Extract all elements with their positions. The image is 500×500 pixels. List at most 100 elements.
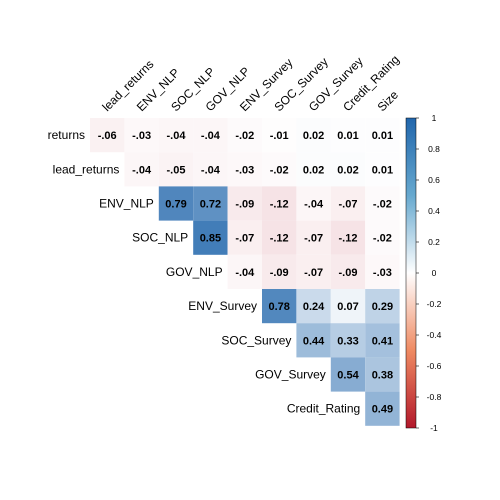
heatmap-cell-r0-c8	[365, 118, 400, 153]
heatmap-cell-r2-c5	[262, 186, 297, 221]
heatmap-cell-r2-c3	[193, 186, 228, 221]
row-label-2: ENV_NLP	[99, 197, 154, 211]
cell-value-r6-c8: 0.41	[372, 335, 393, 347]
cell-value-r2-c5: -.12	[270, 199, 289, 211]
cell-value-r3-c4: -.07	[235, 233, 254, 245]
heatmap-cell-r4-c7	[330, 254, 366, 289]
cell-value-r4-c4: -.04	[235, 267, 255, 279]
cell-value-r5-c5: 0.78	[268, 301, 289, 313]
heatmap-cell-r1-c7	[330, 152, 366, 187]
cell-value-r5-c6: 0.24	[303, 301, 325, 313]
heatmap-cell-r0-c4	[227, 118, 262, 153]
cell-value-r0-c2: -.04	[167, 130, 187, 142]
cell-value-r4-c5: -.09	[270, 267, 289, 279]
cell-value-r2-c6: -.04	[304, 199, 324, 211]
colorbar-tick-label: 1	[432, 113, 437, 123]
colorbar-legend: 1 0.8 0.6 0.4 0.2 0 -0.2 -0.4 -0.6 -0.8 -1	[405, 113, 442, 433]
heatmap-cell-r0-c5	[262, 118, 297, 153]
cell-value-r4-c8: -.03	[373, 267, 392, 279]
heatmap-cell-r1-c2	[158, 152, 194, 187]
colorbar-tick-label: 0.4	[428, 206, 440, 216]
cell-value-r3-c7: -.12	[339, 233, 358, 245]
row-label-8: Credit_Rating	[287, 402, 360, 416]
cell-value-r0-c4: -.02	[235, 130, 254, 142]
cell-value-r3-c5: -.12	[270, 233, 289, 245]
heatmap-cell-r3-c7	[330, 220, 366, 255]
heatmap-cell-r0-c1	[124, 118, 159, 153]
colorbar-tick-label: 0.8	[428, 144, 440, 154]
cell-value-r2-c3: 0.72	[200, 199, 221, 211]
cell-value-r0-c8: 0.01	[372, 130, 393, 142]
colorbar-tick-label: 0	[432, 268, 437, 278]
heatmap-cell-r3-c3	[193, 220, 228, 255]
cell-value-r2-c4: -.09	[235, 199, 254, 211]
cell-value-r2-c7: -.07	[339, 199, 358, 211]
cell-value-r4-c6: -.07	[304, 267, 323, 279]
row-label-0: returns	[48, 128, 85, 142]
row-label-3: SOC_NLP	[132, 231, 188, 245]
heatmap-cell-values: -.06 -.03 -.04 -.04 -.02 -.01 0.02 0.01 0.01 -.04…	[98, 130, 393, 416]
heatmap-cell-r5-c8	[365, 289, 400, 324]
cell-value-r0-c7: 0.01	[337, 130, 358, 142]
cell-value-r7-c8: 0.38	[372, 370, 393, 382]
heatmap-cell-r4-c6	[296, 254, 331, 289]
heatmap-cell-r0-c6	[296, 118, 331, 153]
cell-value-r1-c3: -.04	[201, 164, 221, 176]
column-labels: lead_returnsENV_NLPSOC_NLPGOV_NLPENV_Sur…	[99, 52, 402, 114]
heatmap-cell-r7-c7	[330, 357, 366, 392]
cell-value-r1-c4: -.03	[235, 164, 254, 176]
cell-value-r8-c8: 0.49	[372, 404, 393, 416]
heatmap-cell-r3-c6	[296, 220, 331, 255]
colorbar-tick-label: -0.2	[427, 299, 442, 309]
cell-value-r1-c1: -.04	[132, 164, 152, 176]
row-labels: returns lead_returns ENV_NLP SOC_NLP GOV_NLP…	[48, 128, 361, 416]
heatmap-cell-r2-c4	[227, 186, 262, 221]
cell-value-r0-c5: -.01	[270, 130, 289, 142]
colorbar-tick-label: -0.4	[427, 330, 442, 340]
heatmap-cell-r2-c7	[330, 186, 366, 221]
heatmap-cell-r4-c5	[262, 254, 297, 289]
cell-value-r0-c0: -.06	[98, 130, 117, 142]
heatmap-cell-r0-c7	[330, 118, 366, 153]
heatmap-cell-r0-c2	[158, 118, 194, 153]
heatmap-cell-r1-c6	[296, 152, 331, 187]
cell-value-r2-c2: 0.79	[165, 199, 186, 211]
cell-value-r3-c8: -.02	[373, 233, 392, 245]
colorbar-tick-label: 0.2	[428, 237, 440, 247]
heatmap-cell-r1-c8	[365, 152, 400, 187]
heatmap-cell-r4-c4	[227, 254, 262, 289]
heatmap-cell-r6-c8	[365, 323, 400, 358]
cell-value-r1-c5: -.02	[270, 164, 289, 176]
cell-value-r1-c6: 0.02	[303, 164, 324, 176]
heatmap-cell-r3-c5	[262, 220, 297, 255]
heatmap-cell-r3-c8	[365, 220, 400, 255]
row-label-1: lead_returns	[53, 162, 120, 176]
colorbar-tick-label: 0.6	[428, 175, 440, 185]
cell-value-r1-c7: 0.02	[337, 164, 358, 176]
cell-value-r1-c2: -.05	[167, 164, 186, 176]
cell-value-r4-c7: -.09	[339, 267, 358, 279]
heatmap-cell-r1-c5	[262, 152, 297, 187]
cell-value-r3-c3: 0.85	[200, 233, 221, 245]
cell-value-r3-c6: -.07	[304, 233, 323, 245]
heatmap-cell-r2-c2	[158, 186, 194, 221]
heatmap-cell-r6-c7	[330, 323, 366, 358]
heatmap-cell-r4-c8	[365, 254, 400, 289]
row-label-5: ENV_Survey	[188, 299, 257, 313]
cell-value-r5-c7: 0.07	[337, 301, 358, 313]
heatmap-cell-r1-c3	[193, 152, 228, 187]
heatmap-cell-r5-c7	[330, 289, 366, 324]
colorbar-tick-label: -0.6	[427, 361, 442, 371]
heatmap-cells	[90, 118, 400, 426]
heatmap-cell-r1-c4	[227, 152, 262, 187]
cell-value-r6-c7: 0.33	[337, 335, 358, 347]
row-label-4: GOV_NLP	[166, 265, 223, 279]
heatmap-cell-r5-c5	[262, 289, 297, 324]
cell-value-r0-c1: -.03	[132, 130, 151, 142]
cell-value-r2-c8: -.02	[373, 199, 392, 211]
heatmap-cell-r0-c0	[90, 118, 125, 153]
heatmap-cell-r6-c6	[296, 323, 331, 358]
heatmap-cell-r8-c8	[365, 391, 400, 426]
cell-value-r7-c7: 0.54	[337, 370, 359, 382]
